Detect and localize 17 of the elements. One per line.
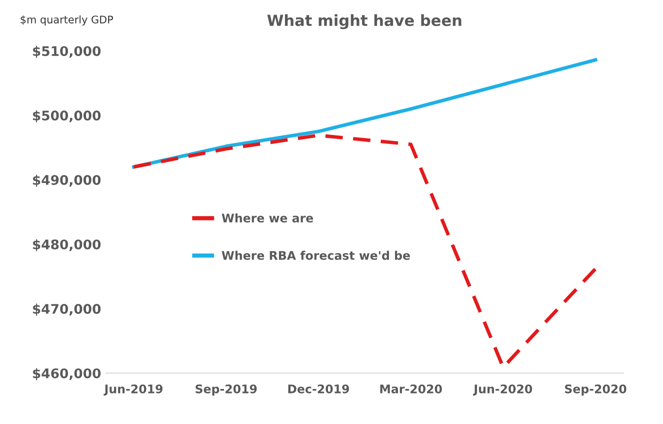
x-tick-label: Sep-2020 <box>565 384 626 396</box>
legend-label: Where RBA forecast we'd be <box>222 250 410 260</box>
x-tick-label: Jun-2020 <box>473 384 532 396</box>
x-tick-label: Sep-2019 <box>196 384 257 396</box>
x-tick-label: Dec-2019 <box>288 384 349 394</box>
y-axis-title: $m quarterly GDP <box>20 15 114 26</box>
y-tick-label: $480,000 <box>32 239 101 252</box>
chart-title: What might have been <box>267 14 462 30</box>
y-tick-label: $460,000 <box>32 368 101 380</box>
y-tick-label: $470,000 <box>32 304 101 316</box>
line-series <box>132 58 598 169</box>
x-tick-label: Mar-2020 <box>380 384 442 394</box>
y-tick-label: $490,000 <box>32 174 101 187</box>
legend-label: Where we are <box>222 213 314 223</box>
y-tick-label: $510,000 <box>32 46 101 58</box>
y-tick-label: $500,000 <box>32 110 101 122</box>
x-tick-label: Jun-2019 <box>104 384 163 396</box>
